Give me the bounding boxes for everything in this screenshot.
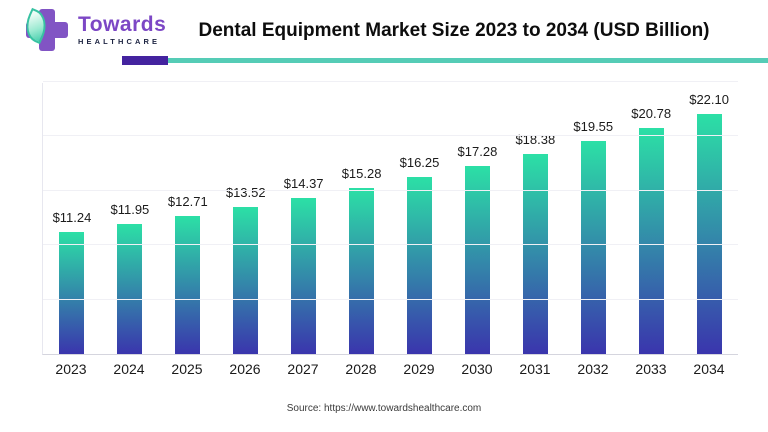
title-underline-purple: [122, 56, 168, 65]
gridline: [43, 189, 738, 191]
x-axis-label-2030: 2030: [461, 361, 493, 377]
source-note: Source: https://www.towardshealthcare.co…: [286, 403, 482, 414]
x-axis-label-2032: 2032: [577, 361, 609, 377]
logo-brand-name: Towards: [78, 13, 167, 37]
x-axis-label-2034: 2034: [693, 361, 725, 377]
bar-value-label-2024: $11.95: [110, 201, 150, 217]
chart-title: Dental Equipment Market Size 2023 to 203…: [198, 20, 710, 41]
bar-group-2024: $11.95: [101, 83, 159, 354]
bar-value-label-2025: $12.71: [167, 193, 208, 209]
x-axis-label-2024: 2024: [113, 361, 145, 377]
bar-value-label-2030: $17.28: [457, 144, 498, 159]
bar-2028: [349, 187, 375, 354]
bar-value-label-2033: $20.78: [631, 105, 672, 121]
x-axis-label-2028: 2028: [345, 361, 377, 377]
bar-group-2034: $22.10: [680, 83, 738, 354]
bar-group-2025: $12.71: [159, 83, 217, 354]
x-axis-label-2033: 2033: [635, 361, 667, 377]
bar-group-2029: $16.25: [391, 83, 449, 354]
bar-group-2032: $19.55: [564, 83, 622, 354]
x-axis-label-2023: 2023: [55, 361, 87, 377]
bar-value-label-2034: $22.10: [689, 91, 729, 107]
logo-cross-leaf-icon: [19, 7, 70, 53]
x-axis-label-2031: 2031: [519, 361, 551, 377]
x-axis-label-2026: 2026: [229, 361, 261, 377]
bar-value-label-2026: $13.52: [225, 184, 266, 200]
gridline: [43, 298, 738, 300]
bar-2027: [291, 197, 317, 354]
bar-chart: $11.24 $11.95 $12.71 $13.52 $14.37 $15.28 $16.…: [42, 81, 738, 377]
towards-healthcare-logo: Towards HEALTHCARE: [19, 7, 167, 53]
bar-group-2031: $18.38: [506, 83, 564, 354]
header: Towards HEALTHCARE Dental Equipment Mark…: [0, 0, 768, 70]
bar-2031: [522, 154, 548, 354]
x-axis-labels: 2023 2024 2025 2026 2027 2028 2029 2030 2031 2032…: [42, 361, 738, 377]
gridline: [43, 135, 738, 137]
bar-group-2027: $14.37: [275, 83, 333, 354]
bar-value-label-2028: $15.28: [341, 165, 382, 181]
bar-2030: [464, 166, 490, 354]
logo-text: Towards HEALTHCARE: [78, 13, 167, 47]
bar-2029: [406, 177, 432, 354]
bar-2023: [59, 231, 85, 354]
bar-group-2023: $11.24: [43, 83, 101, 354]
gridline: [43, 81, 738, 82]
bar-group-2030: $17.28: [448, 83, 506, 354]
logo-brand-subtitle: HEALTHCARE: [78, 37, 161, 47]
x-axis-label-2025: 2025: [171, 361, 203, 377]
bar-2026: [233, 206, 259, 354]
bar-group-2028: $15.28: [333, 83, 391, 354]
bar-value-label-2027: $14.37: [283, 175, 324, 191]
bar-2034: [696, 113, 722, 354]
bar-2032: [580, 141, 606, 354]
bar-value-label-2029: $16.25: [399, 155, 440, 171]
bar-2033: [638, 127, 664, 354]
plot-area: $11.24 $11.95 $12.71 $13.52 $14.37 $15.28 $16.…: [42, 81, 738, 355]
x-axis-label-2027: 2027: [287, 361, 319, 377]
title-underline-teal: [167, 58, 768, 63]
bar-value-label-2031: $18.38: [515, 132, 556, 148]
bar-2025: [175, 215, 201, 354]
bar-value-label-2023: $11.24: [52, 209, 92, 225]
x-axis-label-2029: 2029: [403, 361, 435, 377]
gridline: [43, 244, 738, 246]
bar-group-2033: $20.78: [622, 83, 680, 354]
bar-2024: [117, 223, 143, 354]
bar-value-label-2032: $19.55: [573, 119, 614, 135]
bar-group-2026: $13.52: [217, 83, 275, 354]
